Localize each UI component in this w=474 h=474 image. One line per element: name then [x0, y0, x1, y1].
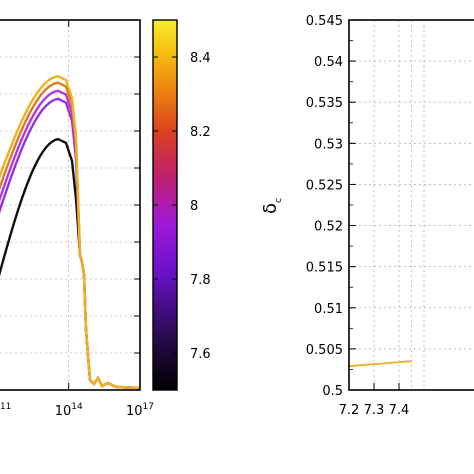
right-grid: [348, 19, 474, 391]
right-y-tick-label: 0.515: [306, 261, 343, 276]
colorbar-ticks: 8.4 8.2 8 7.8 7.6: [153, 51, 211, 362]
left-x-tick-label: 1011: [0, 402, 11, 419]
right-y-tick-labels: 0.5450.540.5350.530.5250.520.5150.510.50…: [306, 14, 343, 399]
right-x-tick-label: 7.2: [339, 403, 360, 418]
right-series-line-0: [348, 360, 412, 368]
left-curve-3: [0, 81, 141, 390]
right-x-tick-label: 7.3: [364, 403, 385, 418]
right-y-tick-label: 0.525: [306, 178, 343, 193]
right-y-axis-title: δc: [260, 198, 284, 214]
right-y-tick-label: 0.545: [306, 14, 343, 29]
left-curves: [0, 75, 141, 390]
left-curve-2: [0, 89, 141, 390]
right-y-tick-label: 0.505: [306, 343, 343, 358]
colorbar: 8.4 8.2 8 7.8 7.6: [152, 19, 211, 391]
right-y-tick-label: 0.54: [314, 55, 343, 70]
right-y-tick-label: 0.53: [314, 137, 343, 152]
left-x-tick-labels: 1011 1014 1017: [0, 402, 154, 419]
colorbar-tick-label: 7.6: [190, 347, 211, 362]
colorbar-tick-label: 8.4: [190, 51, 211, 66]
right-y-tick-label: 0.5: [322, 384, 343, 399]
left-curve-4: [0, 75, 141, 390]
right-series: [348, 360, 412, 368]
right-plot: 0.5450.540.5350.530.5250.520.5150.510.50…: [260, 14, 474, 418]
right-x-tick-labels: 7.2 7.3 7.4: [339, 403, 410, 418]
right-y-tick-label: 0.535: [306, 96, 343, 111]
left-ticks: [68, 20, 141, 390]
left-plot: 1011 1014 1017: [0, 19, 154, 419]
right-y-tick-label: 0.52: [314, 220, 343, 235]
left-curve-0: [0, 137, 141, 390]
left-plot-frame: [0, 19, 141, 391]
colorbar-tick-label: 8.2: [190, 125, 211, 140]
left-x-tick-label: 1014: [55, 402, 83, 419]
right-x-tick-label: 7.4: [389, 403, 410, 418]
right-y-tick-label: 0.51: [314, 302, 343, 317]
colorbar-tick-label: 8: [190, 199, 198, 214]
colorbar-tick-label: 7.8: [190, 273, 211, 288]
left-x-tick-label: 1017: [126, 402, 154, 419]
right-plot-frame: [348, 19, 474, 391]
